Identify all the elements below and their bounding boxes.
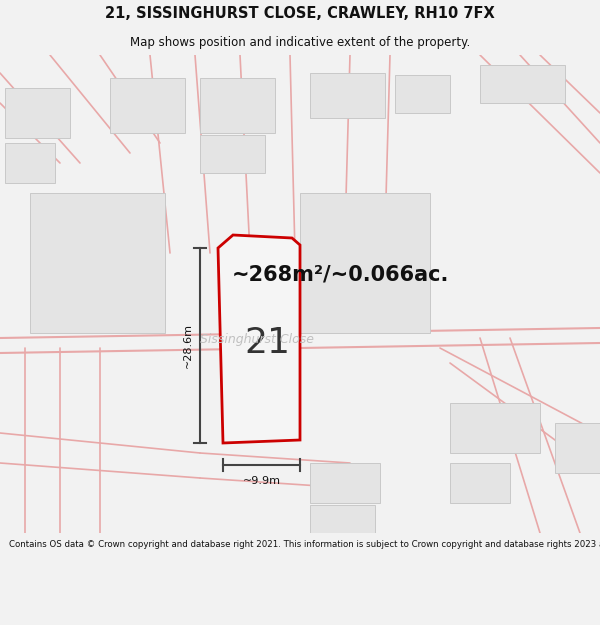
Polygon shape (110, 78, 185, 133)
Polygon shape (480, 65, 565, 103)
Polygon shape (5, 143, 55, 183)
Text: ~268m²/~0.066ac.: ~268m²/~0.066ac. (232, 265, 449, 285)
Polygon shape (200, 135, 265, 173)
Text: 21: 21 (244, 326, 290, 360)
Polygon shape (310, 505, 375, 533)
Polygon shape (300, 193, 430, 333)
Text: Sissinghurst Close: Sissinghurst Close (200, 334, 314, 346)
Polygon shape (30, 193, 165, 333)
Polygon shape (310, 463, 380, 503)
Text: Map shows position and indicative extent of the property.: Map shows position and indicative extent… (130, 36, 470, 49)
Polygon shape (555, 423, 600, 473)
Polygon shape (450, 403, 540, 453)
Polygon shape (310, 73, 385, 118)
Polygon shape (200, 78, 275, 133)
Polygon shape (218, 235, 300, 443)
Text: ~28.6m: ~28.6m (183, 323, 193, 368)
Polygon shape (395, 75, 450, 113)
Polygon shape (450, 463, 510, 503)
Polygon shape (5, 88, 70, 138)
Text: ~9.9m: ~9.9m (242, 476, 281, 486)
Text: Contains OS data © Crown copyright and database right 2021. This information is : Contains OS data © Crown copyright and d… (9, 541, 600, 549)
Text: 21, SISSINGHURST CLOSE, CRAWLEY, RH10 7FX: 21, SISSINGHURST CLOSE, CRAWLEY, RH10 7F… (105, 6, 495, 21)
